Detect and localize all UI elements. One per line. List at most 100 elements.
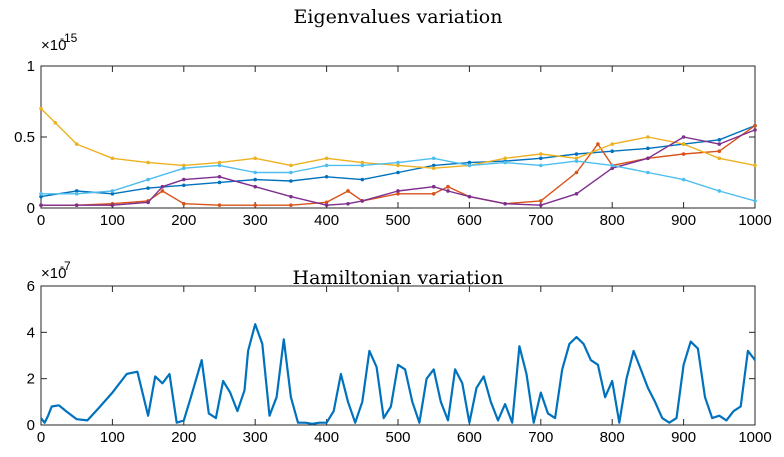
series-line-0 [40, 323, 756, 425]
data-point [717, 142, 722, 146]
y-exponent-power: -15 [60, 31, 78, 45]
data-point [646, 135, 650, 139]
y-tick-label: 0 [27, 417, 35, 434]
data-point [503, 156, 507, 161]
data-point [539, 152, 543, 156]
data-point [574, 152, 579, 156]
data-point [324, 163, 329, 168]
x-tick-label: 500 [385, 212, 410, 229]
x-tick-label: 500 [385, 429, 410, 446]
eigenvalues-chart: Eigenvalues variation ×10 -15 0 100 200 300… [14, 6, 772, 229]
plot-box [40, 285, 756, 426]
data-point [681, 152, 686, 156]
data-point [146, 186, 150, 190]
data-point [753, 123, 757, 128]
data-point [717, 149, 722, 153]
x-tick-label: 700 [528, 212, 553, 229]
data-point [39, 203, 43, 207]
data-point [324, 203, 329, 207]
series-group-hamiltonian [40, 323, 756, 425]
data-point [610, 163, 614, 168]
data-point [74, 192, 79, 196]
data-point [253, 156, 257, 161]
y-tick-label: 1 [27, 58, 35, 75]
data-point [396, 160, 400, 165]
data-point [253, 184, 257, 189]
y-exponent-power: -7 [60, 259, 71, 273]
data-point [74, 203, 79, 207]
y-tick-label: 6 [27, 278, 35, 295]
data-point [253, 170, 257, 175]
data-point [646, 146, 650, 151]
chart-title-eigenvalues: Eigenvalues variation [294, 6, 503, 28]
data-point [217, 180, 222, 185]
data-point [717, 138, 722, 142]
data-point [396, 170, 400, 175]
x-tick-label: 200 [171, 212, 196, 229]
y-tick-label: 4 [27, 324, 35, 341]
data-point [467, 160, 472, 165]
data-point [681, 142, 686, 146]
x-tick-label: 0 [37, 429, 45, 446]
x-tick-label: 700 [528, 429, 553, 446]
x-tick-label: 800 [600, 212, 625, 229]
data-point [217, 163, 222, 168]
data-point [253, 177, 257, 182]
data-point [53, 121, 58, 125]
data-point [396, 192, 400, 196]
data-point [446, 184, 450, 189]
data-point [289, 170, 293, 175]
data-point [753, 128, 757, 132]
data-point [289, 194, 293, 199]
data-point [217, 203, 222, 207]
x-tick-label: 1000 [738, 212, 771, 229]
x-tick-label: 200 [171, 429, 196, 446]
data-point [539, 156, 543, 161]
y-exponent-eigenvalues: ×10 -15 [41, 31, 78, 54]
data-point [182, 183, 186, 188]
data-point [110, 189, 115, 193]
chart-title-hamiltonian: Hamiltonian variation [293, 267, 504, 289]
data-point [160, 184, 165, 189]
data-point [596, 142, 600, 146]
data-point [289, 203, 293, 207]
y-exponent-base: ×10 [41, 37, 66, 54]
data-point [324, 174, 329, 179]
data-point [431, 192, 436, 196]
data-point [324, 200, 329, 205]
data-point [360, 177, 365, 182]
data-point [681, 135, 686, 139]
x-tick-label: 900 [671, 212, 696, 229]
x-tick-label: 1000 [738, 429, 771, 446]
data-point [446, 189, 450, 193]
data-point [146, 160, 150, 165]
x-tick-label: 0 [37, 212, 45, 229]
data-point [346, 201, 350, 206]
data-point [217, 174, 222, 179]
y-exponent-hamiltonian: ×10 -7 [41, 259, 71, 282]
data-point [574, 156, 579, 161]
data-point [74, 142, 79, 146]
data-point [289, 179, 293, 183]
data-point [253, 203, 257, 207]
y-tick-label: 0.5 [14, 129, 35, 146]
x-tick-label: 100 [100, 429, 125, 446]
data-point [110, 156, 115, 161]
data-point [396, 189, 400, 193]
x-tick-label: 300 [243, 212, 268, 229]
data-point [753, 163, 757, 168]
data-point [39, 192, 43, 196]
data-point [503, 201, 507, 206]
data-point [182, 166, 186, 171]
y-tick-label: 2 [27, 371, 35, 388]
data-point [610, 149, 614, 153]
data-point [289, 163, 293, 168]
data-point [467, 194, 472, 199]
data-point [610, 166, 614, 171]
x-tick-label: 800 [600, 429, 625, 446]
data-point [503, 160, 507, 165]
data-point [39, 194, 43, 199]
data-point [182, 201, 186, 206]
x-tick-label: 400 [314, 429, 339, 446]
